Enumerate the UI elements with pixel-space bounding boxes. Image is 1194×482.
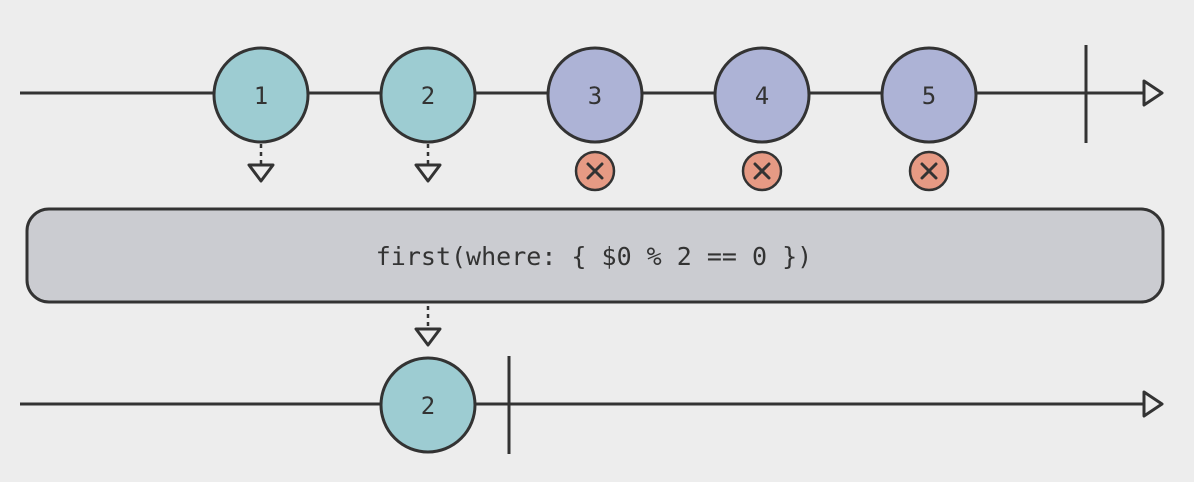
input-stream: 1 2 3 4 — [20, 45, 1164, 192]
input-marble-2: 2 — [379, 46, 477, 144]
output-stream: 2 — [20, 306, 1164, 454]
output-marble-2: 2 — [379, 356, 477, 454]
cancel-icon — [908, 150, 950, 192]
down-arrow-icon — [414, 144, 442, 183]
down-arrow-icon — [247, 144, 275, 183]
cancel-icon — [741, 150, 783, 192]
marble-label: 3 — [588, 82, 602, 110]
marble-label: 4 — [755, 82, 769, 110]
marble-label: 5 — [922, 82, 936, 110]
input-marble-1: 1 — [212, 46, 310, 144]
marble-label: 1 — [254, 82, 268, 110]
down-arrow-icon — [414, 306, 442, 347]
cancel-icon — [574, 150, 616, 192]
output-timeline-arrow-icon — [1142, 390, 1164, 418]
input-marble-4: 4 — [713, 46, 811, 144]
marble-label: 2 — [421, 392, 435, 420]
operator-box: first(where: { $0 % 2 == 0 }) — [25, 207, 1165, 304]
input-marble-5: 5 — [880, 46, 978, 144]
operator-label: first(where: { $0 % 2 == 0 }) — [376, 242, 813, 271]
input-timeline-arrow-icon — [1142, 79, 1164, 107]
marble-label: 2 — [421, 82, 435, 110]
input-marble-3: 3 — [546, 46, 644, 144]
